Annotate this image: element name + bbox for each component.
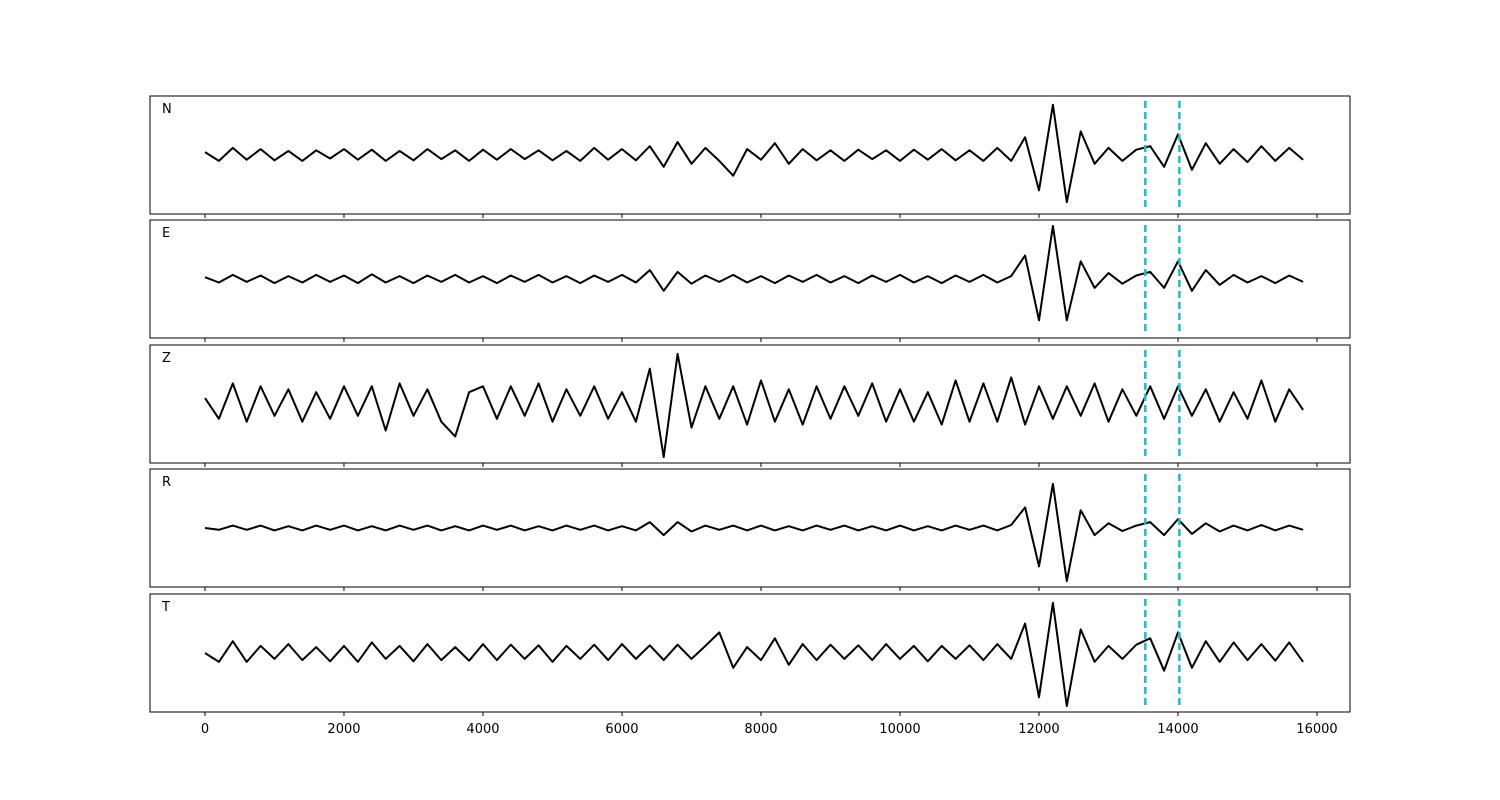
panel-label: N [162,102,172,117]
x-tick-label: 10000 [879,722,920,737]
x-tick-label: 8000 [744,722,777,737]
panel-label: Z [162,351,171,366]
waveform [204,482,1304,583]
waveform [204,601,1304,708]
panel-label: R [162,475,171,490]
panel-frame [149,95,1351,215]
x-tick-label: 16000 [1296,722,1337,737]
panel-frame [149,593,1351,713]
x-tick-label: 0 [201,722,209,737]
waveform [204,224,1304,322]
x-tick-label: 14000 [1157,722,1198,737]
x-tick-label: 12000 [1018,722,1059,737]
panel-frame [149,344,1351,464]
waveform [204,352,1304,459]
panel-label: E [162,226,170,241]
x-tick-label: 4000 [466,722,499,737]
panel-frame [149,219,1351,339]
x-tick-label: 6000 [605,722,638,737]
x-tick-label: 2000 [327,722,360,737]
waveform [204,103,1304,204]
panel-frame [149,468,1351,588]
panel-label: T [161,600,170,615]
